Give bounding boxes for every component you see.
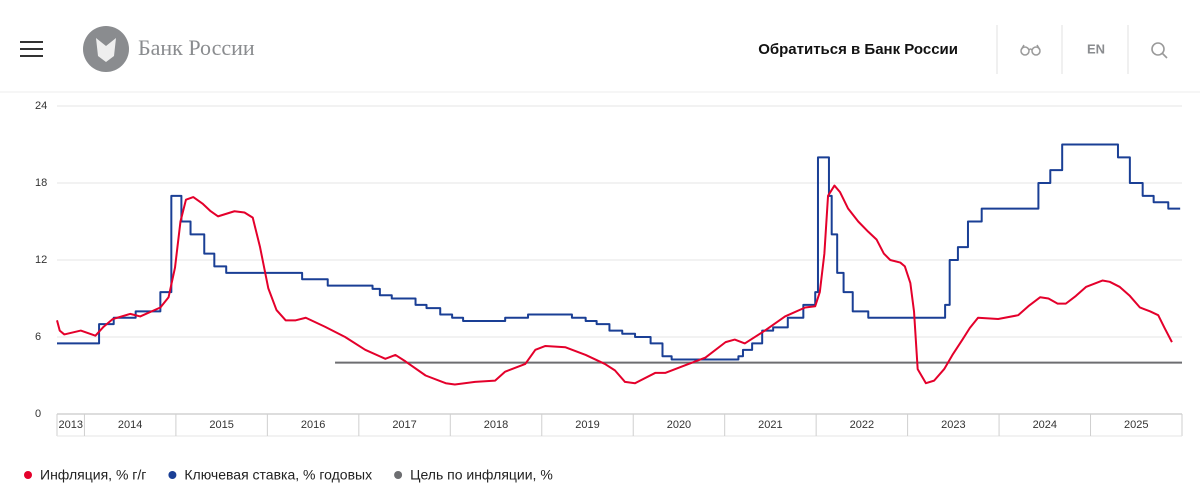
- legend-marker: [168, 471, 177, 479]
- chart: 0 6 12 18 24 2013 2014 2015 2016 2017 2018 2019 2020…: [35, 100, 1183, 437]
- glasses-frame: [1020, 44, 1041, 51]
- menu-bar: [20, 55, 43, 57]
- menu-bar: [20, 41, 43, 43]
- logo-text: Банк России: [138, 35, 255, 60]
- x-tick-label: 2022: [850, 419, 874, 431]
- x-tick-label: 2015: [209, 419, 233, 431]
- x-tick-label: 2019: [575, 419, 599, 431]
- accessibility-button[interactable]: [1020, 44, 1041, 56]
- glasses-lens: [1020, 46, 1030, 56]
- legend-label: Инфляция, % г/г: [40, 467, 146, 483]
- y-tick-label: 24: [35, 100, 47, 112]
- logo[interactable]: Банк России: [83, 26, 255, 72]
- glasses-lens: [1031, 46, 1041, 56]
- search-circle: [1151, 42, 1165, 56]
- y-tick-label: 12: [35, 254, 47, 266]
- language-switch[interactable]: EN: [1087, 41, 1105, 56]
- x-tick-label: 2018: [484, 419, 508, 431]
- logo-eagle: [96, 38, 116, 62]
- contact-link[interactable]: Обратиться в Банк России: [758, 41, 958, 58]
- legend: Инфляция, % г/г Ключевая ставка, % годовы…: [24, 467, 553, 483]
- menu-button[interactable]: [20, 41, 43, 57]
- series-line: [56, 184, 1173, 386]
- y-tick-label: 0: [35, 408, 41, 420]
- legend-marker: [394, 471, 403, 479]
- y-tick-label: 6: [35, 331, 41, 343]
- series-line: [57, 143, 1181, 361]
- legend-label: Цель по инфляции, %: [410, 467, 553, 483]
- x-tick-label: 2024: [1033, 419, 1057, 431]
- menu-bar: [20, 48, 43, 50]
- search-button[interactable]: [1151, 42, 1168, 59]
- legend-marker: [24, 471, 32, 479]
- y-tick-label: 18: [35, 177, 47, 189]
- x-tick-label: 2014: [118, 419, 142, 431]
- x-tick-label: 2021: [758, 419, 782, 431]
- search-handle: [1161, 52, 1168, 59]
- x-tick-label: 2020: [667, 419, 691, 431]
- x-tick-label: 2025: [1124, 419, 1148, 431]
- x-tick-label: 2023: [941, 419, 965, 431]
- legend-label: Ключевая ставка, % годовых: [184, 467, 372, 483]
- x-tick-label: 2017: [392, 419, 416, 431]
- x-tick-label: 2013: [58, 419, 82, 431]
- x-tick-label: 2016: [301, 419, 325, 431]
